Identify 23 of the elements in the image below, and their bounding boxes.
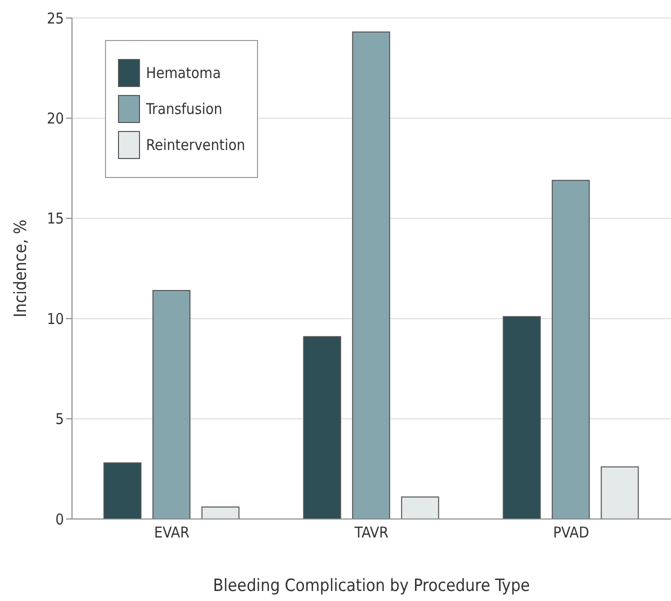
y-tick-label: 0 <box>55 510 64 528</box>
legend-label: Reintervention <box>146 136 246 154</box>
bar <box>152 290 190 519</box>
x-axis-title: Bleeding Complication by Procedure Type <box>213 576 530 596</box>
y-tick-label: 10 <box>46 310 64 328</box>
bar <box>352 32 390 519</box>
bar <box>201 506 240 519</box>
bar <box>502 316 541 519</box>
legend-label: Hematoma <box>146 64 221 82</box>
y-tick-label: 20 <box>46 110 64 128</box>
bar <box>103 462 142 519</box>
bar <box>600 466 639 519</box>
x-tick-label: PVAD <box>553 524 590 542</box>
legend-label: Transfusion <box>146 100 222 118</box>
y-axis-title: Incidence, % <box>11 220 32 318</box>
y-tick-label: 15 <box>46 210 64 228</box>
bar <box>303 336 342 519</box>
x-tick-label: TAVR <box>354 524 388 542</box>
y-tick-label: 25 <box>46 9 64 28</box>
bar <box>401 496 440 519</box>
bar <box>552 180 590 519</box>
y-tick-label: 5 <box>55 410 64 428</box>
x-tick-label: EVAR <box>154 524 190 542</box>
